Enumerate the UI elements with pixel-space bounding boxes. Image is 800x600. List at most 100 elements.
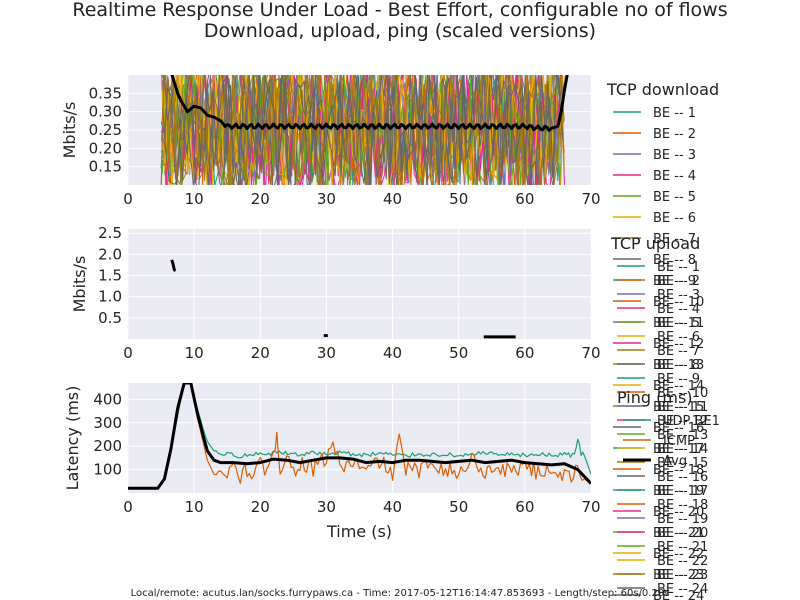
legend-label: BE -- 17 (657, 484, 708, 499)
x-tick-label: 70 (581, 498, 600, 516)
series-flow-line (162, 75, 562, 185)
legend-label: BE -- 8 (653, 253, 696, 268)
legend-title: TCP download (606, 80, 719, 99)
legend-label: BE -- 6 (653, 211, 696, 226)
legend-label: BE -- 12 (657, 414, 708, 429)
x-tick-label: 40 (383, 344, 402, 362)
legend-label: BE -- 24 (657, 582, 708, 597)
y-axis-label: Mbits/s (60, 102, 79, 159)
y-tick-label: 0.5 (98, 309, 122, 327)
legend-label: BE -- 7 (653, 232, 696, 247)
x-tick-label: 0 (123, 190, 133, 208)
legend-label: BE -- 1 (653, 106, 696, 121)
legend-label: BE -- 2 (653, 127, 696, 142)
y-tick-label: 2.5 (98, 224, 122, 242)
legend-label: BE -- 18 (653, 463, 704, 478)
legend-label: BE -- 9 (657, 372, 700, 387)
legend-label: BE -- 15 (657, 456, 708, 471)
legend-title: TCP upload (610, 234, 700, 253)
x-tick-label: 30 (317, 498, 336, 516)
legend-label: BE -- 8 (657, 358, 700, 373)
legend-label: BE -- 21 (653, 526, 704, 541)
x-tick-label: 50 (449, 498, 468, 516)
legend-label: BE -- 5 (653, 190, 696, 205)
x-tick-label: 0 (123, 498, 133, 516)
x-tick-label: 70 (581, 190, 600, 208)
x-tick-label: 30 (317, 344, 336, 362)
legend-label: BE -- 20 (653, 505, 704, 520)
x-tick-label: 0 (123, 344, 133, 362)
y-tick-label: 200 (93, 437, 122, 455)
y-tick-label: 1.5 (98, 267, 122, 285)
series-line-udp-be1 (128, 383, 591, 489)
x-tick-label: 20 (251, 498, 270, 516)
series-flow-line (160, 75, 564, 185)
x-tick-label: 60 (515, 498, 534, 516)
x-tick-label: 20 (251, 190, 270, 208)
y-tick-label: 1.0 (98, 288, 122, 306)
x-tick-label: 10 (185, 344, 204, 362)
x-tick-label: 70 (581, 344, 600, 362)
legend-label: BE -- 16 (653, 421, 704, 436)
plot-area-2 (128, 229, 591, 339)
legend-label: BE -- 23 (653, 568, 704, 583)
legend-label: BE -- 13 (653, 358, 704, 373)
plot-marks-2 (170, 259, 516, 339)
y-tick-label: 0.35 (89, 84, 122, 102)
legend-label: UDP BE1 (663, 414, 720, 429)
legend-label: BE -- 12 (653, 337, 704, 352)
y-axis-label: Mbits/s (70, 256, 89, 313)
x-tick-label: 40 (383, 498, 402, 516)
x-tick-label: 40 (383, 190, 402, 208)
legend-label: Avg (663, 454, 687, 469)
series-line-avg (170, 75, 569, 132)
legend-label: BE -- 17 (653, 442, 704, 457)
legend-label: BE -- 9 (653, 274, 696, 289)
x-tick-label: 60 (515, 190, 534, 208)
legend-label: BE -- 14 (653, 379, 704, 394)
y-tick-label: 0.25 (89, 121, 122, 139)
x-tick-label: 10 (185, 190, 204, 208)
legend-label: BE -- 18 (657, 498, 708, 513)
legend-label: BE -- 4 (653, 169, 696, 184)
legend-label: BE -- 24 (653, 589, 704, 600)
legend-label: BE -- 19 (657, 512, 708, 527)
x-axis-label: Time (s) (326, 522, 392, 541)
y-tick-label: 2.0 (98, 245, 122, 263)
y-tick-label: 400 (93, 390, 122, 408)
x-tick-label: 30 (317, 190, 336, 208)
y-tick-label: 0.20 (89, 139, 122, 157)
legend-label: BE -- 5 (657, 316, 700, 331)
legend-label: BE -- 1 (657, 260, 700, 275)
chart-subtitle: Download, upload, ping (scaled versions) (203, 20, 597, 42)
legend-label: BE -- 19 (653, 484, 704, 499)
series-line-avg (170, 259, 177, 272)
chart-title: Realtime Response Under Load - Best Effo… (72, 0, 728, 21)
x-tick-label: 60 (515, 344, 534, 362)
y-tick-label: 300 (93, 414, 122, 432)
legend-label: BE -- 22 (653, 547, 704, 562)
series-line-avg (128, 383, 591, 490)
x-tick-label: 50 (449, 190, 468, 208)
legend-label: BE -- 22 (657, 554, 708, 569)
legend-label: BE -- 3 (653, 148, 696, 163)
legend-title: Ping (ms) (617, 388, 693, 407)
legend-label: BE -- 20 (657, 526, 708, 541)
legend-label: ICMP (663, 434, 695, 449)
legend-label: BE -- 13 (657, 428, 708, 443)
legend-label: BE -- 10 (653, 295, 704, 310)
y-tick-label: 0.30 (89, 103, 122, 121)
legend-label: BE -- 2 (657, 274, 700, 289)
legend-label: BE -- 14 (657, 442, 708, 457)
legend-label: BE -- 23 (657, 568, 708, 583)
footer-note: Local/remote: acutus.lan/socks.furrypaws… (130, 588, 670, 599)
y-tick-label: 0.15 (89, 158, 122, 176)
legend-label: BE -- 11 (653, 316, 704, 331)
y-axis-label: Latency (ms) (63, 386, 82, 491)
x-tick-label: 10 (185, 498, 204, 516)
plot-marks-1 (160, 75, 569, 185)
x-tick-label: 50 (449, 344, 468, 362)
y-tick-label: 100 (93, 461, 122, 479)
